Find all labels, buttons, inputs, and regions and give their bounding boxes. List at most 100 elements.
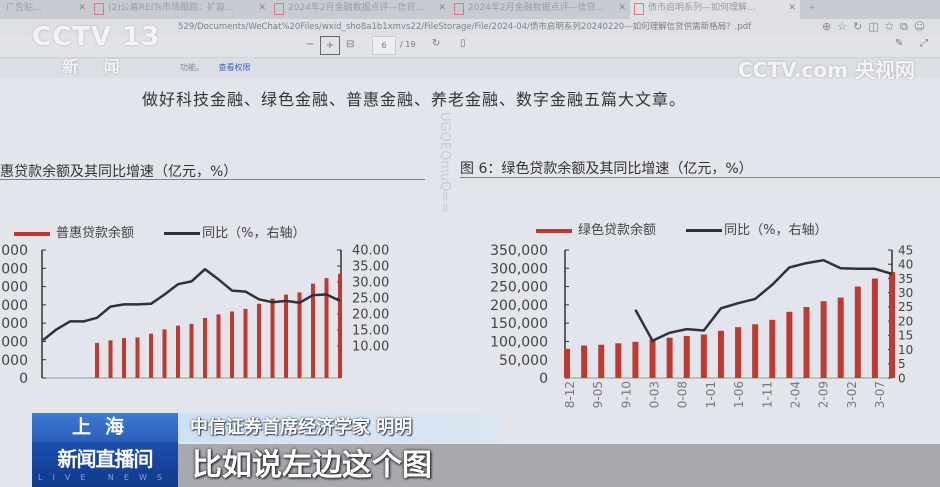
left-tick-label: 000: [1, 334, 28, 350]
collections-icon[interactable]: ✩: [884, 20, 900, 33]
permission-bar: 功能。 查看权限: [0, 58, 940, 78]
address-text: 529/Documents/WeChat%20Files/wxid_sho8a1…: [178, 22, 752, 32]
fullscreen-icon[interactable]: ⤢: [920, 38, 928, 49]
bar: [311, 283, 315, 378]
program-name: 新闻直播间: [57, 447, 154, 471]
draw-icon[interactable]: ✎: [895, 38, 904, 49]
bar: [284, 294, 288, 378]
right-tick-label: 40: [898, 258, 913, 272]
browser-tab[interactable]: 广告贴... ✕: [0, 0, 90, 19]
left-tick-label: 150,000: [490, 316, 548, 332]
permission-text: 功能。: [180, 63, 204, 72]
legend-label: 绿色贷款余额: [578, 223, 657, 238]
left-tick-label: 000: [1, 316, 28, 332]
page-number-input[interactable]: 6: [372, 36, 396, 55]
browser-tab[interactable]: (2)公募REITs市场跟踪：扩容... ✕: [90, 0, 270, 19]
legend-left: 普惠贷款余额 同比（%，右轴）: [14, 222, 306, 241]
yoy-line: [42, 267, 341, 342]
address-bar[interactable]: 529/Documents/WeChat%20Files/wxid_sho8a1…: [0, 19, 940, 35]
x-tick-label: 3-02: [845, 381, 859, 408]
program-subtitle: LIVE NEWS: [38, 473, 172, 482]
bar: [203, 318, 207, 378]
extensions-icon[interactable]: ⧉: [899, 20, 914, 33]
right-tick-label: 20: [898, 314, 913, 328]
page-view-icon[interactable]: ▯: [460, 38, 466, 49]
zoom-in-button[interactable]: +: [320, 36, 340, 55]
pdf-icon: [634, 3, 644, 15]
pdf-icon: [94, 3, 104, 15]
x-tick-label: 9-05: [591, 381, 605, 408]
bar: [786, 311, 793, 378]
x-tick-label: 2-09: [817, 381, 831, 408]
right-tick-label: 25.00: [352, 292, 389, 307]
close-icon[interactable]: ✕: [788, 3, 796, 13]
close-icon[interactable]: ✕: [78, 3, 86, 13]
x-tick-label: 8-12: [563, 381, 577, 408]
browser-tab[interactable]: 2024年2月金融数据点评—信贷... ✕: [450, 0, 630, 19]
right-tick-label: 15: [898, 329, 913, 343]
bar: [632, 341, 639, 378]
zoom-icon[interactable]: ⊕: [822, 20, 838, 33]
location-label: 上海: [32, 413, 178, 442]
pdf-icon: [274, 3, 284, 15]
tab-label: 2024年2月金融数据点评—信贷...: [468, 3, 605, 13]
left-tick-label: 100,000: [490, 334, 548, 350]
browser-tab-active[interactable]: 债市启明系列—如何理解... ✕: [630, 0, 800, 19]
bar: [752, 324, 759, 378]
pdf-toolbar: − + ⊟ 6 / 19 ↻ ▯ ✎ ⤢: [0, 35, 940, 58]
rotate-icon[interactable]: ↻: [432, 38, 441, 49]
left-tick-label: 200,000: [490, 298, 548, 314]
x-tick-label: 2-04: [788, 381, 802, 408]
pdf-icon: [454, 3, 464, 15]
left-tick-label: 000: [1, 243, 28, 259]
legend-label: 同比（%，右轴）: [724, 223, 828, 238]
left-tick-label: 000: [1, 298, 28, 314]
right-tick-label: 20.00: [352, 308, 389, 323]
chart-0: 000000000000000000000040.0035.0030.0025.…: [1, 243, 389, 387]
bar: [108, 340, 113, 378]
right-tick-label: 25: [898, 300, 913, 314]
bar: [820, 301, 827, 378]
x-tick-label: 0-08: [676, 381, 690, 408]
close-icon[interactable]: ✕: [618, 3, 626, 13]
new-tab-button[interactable]: +: [808, 3, 816, 13]
right-tick-label: 30.00: [352, 276, 389, 291]
bar: [338, 273, 342, 378]
browser-tab[interactable]: 2024年2月金融数据点评—信贷... ✕: [270, 0, 450, 19]
bar: [615, 343, 622, 378]
zoom-out-button[interactable]: −: [306, 39, 315, 50]
bar: [95, 342, 99, 378]
legend-right: 绿色贷款余额 同比（%，右轴）: [536, 219, 828, 238]
left-tick-label: 000: [1, 353, 28, 369]
profile-icon[interactable]: ☺: [913, 20, 932, 33]
refresh-icon[interactable]: ↻: [853, 20, 869, 33]
bar: [243, 308, 248, 378]
tab-label: 广告贴...: [6, 3, 42, 13]
cctv-com-logo: CCTV.com 央视网: [738, 58, 915, 82]
speaker-name: 中信证券首席经济学家 明明: [178, 413, 500, 442]
split-view-icon[interactable]: ◫: [868, 20, 885, 33]
close-icon[interactable]: ✕: [438, 3, 446, 13]
bar: [216, 314, 221, 378]
left-tick-label: 0: [19, 371, 28, 387]
program-box: 新闻直播间 LIVE NEWS: [32, 442, 178, 487]
close-icon[interactable]: ✕: [258, 3, 266, 13]
view-permissions-link[interactable]: 查看权限: [218, 63, 251, 72]
bar: [581, 345, 588, 378]
yoy-line: [634, 258, 893, 342]
left-tick-label: 50,000: [499, 353, 548, 369]
legend-label: 同比（%，右轴）: [202, 226, 306, 241]
x-tick-label: 1-06: [732, 381, 746, 408]
left-tick-label: 300,000: [490, 261, 548, 277]
favorite-icon[interactable]: ☆: [837, 20, 854, 33]
left-tick-label: 350,000: [490, 243, 548, 259]
bar: [889, 271, 895, 378]
fit-page-icon[interactable]: ⊟: [346, 39, 355, 50]
bar: [122, 338, 126, 378]
bar: [717, 330, 724, 378]
right-tick-label: 10: [898, 343, 913, 357]
bar: [149, 333, 153, 378]
legend-swatch-bar: [536, 228, 572, 233]
bar: [257, 303, 261, 378]
